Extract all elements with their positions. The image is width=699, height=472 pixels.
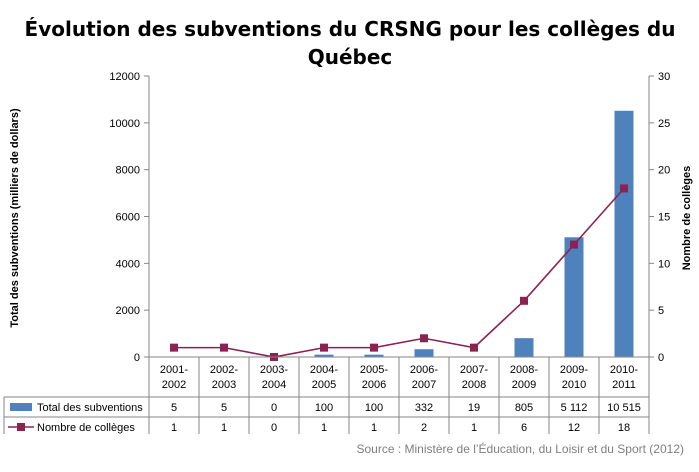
table-cell-subventions: 100 (315, 402, 333, 414)
table-cell-colleges: 1 (471, 422, 477, 434)
x-tick-label: 2007- (460, 364, 488, 376)
x-tick-label: 2006 (362, 379, 386, 391)
line-point (620, 184, 628, 193)
line-point (470, 343, 478, 352)
x-tick-label: 2002- (210, 364, 238, 376)
x-tick-label: 2008 (462, 379, 486, 391)
left-tick-label: 10000 (109, 118, 140, 130)
right-tick-label: 0 (658, 352, 664, 364)
legend-label-bars: Total des subventions (37, 402, 143, 414)
x-tick-label: 2005- (360, 364, 388, 376)
table-cell-subventions: 10 515 (607, 402, 641, 414)
x-tick-label: 2004 (262, 379, 286, 391)
line-series (170, 184, 628, 361)
line-point (170, 343, 178, 352)
line-path (174, 187, 625, 358)
table-cell-colleges: 0 (271, 422, 277, 434)
left-tick-label: 6000 (116, 212, 140, 224)
right-tick-label: 5 (658, 305, 664, 317)
x-tick-label: 2010 (562, 379, 586, 391)
line-point (220, 343, 228, 352)
legend-key-marker (17, 423, 25, 431)
left-tick-label: 4000 (116, 258, 140, 270)
table-cell-colleges: 1 (371, 422, 377, 434)
line-point (320, 343, 328, 352)
legend-key-bars (10, 403, 32, 411)
x-tick-label: 2003 (212, 379, 236, 391)
line-point (520, 296, 528, 305)
left-tick-label: 12000 (109, 71, 140, 83)
chart-title-line2: Québec (308, 45, 393, 69)
line-point (420, 334, 428, 343)
bar (314, 354, 334, 357)
x-tick-label: 2002 (162, 379, 186, 391)
table-cell-colleges: 1 (321, 422, 327, 434)
bar (514, 338, 534, 357)
table-cell-colleges: 2 (421, 422, 427, 434)
table-cell-subventions: 19 (468, 402, 480, 414)
data-table: 2001-20022002-20032003-20042004-20052005… (3, 357, 650, 434)
right-y-axis: 0 5 10 15 20 25 30 (649, 71, 670, 364)
table-cell-colleges: 1 (221, 422, 227, 434)
x-tick-label: 2004- (310, 364, 338, 376)
right-tick-label: 10 (658, 258, 670, 270)
chart-title: Évolution des subventions du CRSNG pour … (25, 17, 676, 41)
left-tick-label: 0 (134, 352, 140, 364)
left-tick-label: 8000 (116, 165, 140, 177)
left-y-axis: 0 2000 4000 6000 8000 10000 12000 (109, 71, 149, 364)
bar (414, 349, 434, 357)
x-tick-label: 2008- (510, 364, 538, 376)
bar-series (164, 110, 634, 358)
source-note: Source : Ministère de l’Éducation, du Lo… (356, 441, 684, 456)
table-cell-colleges: 6 (521, 422, 527, 434)
left-tick-label: 2000 (116, 305, 140, 317)
bar (614, 110, 634, 358)
x-tick-label: 2011 (612, 379, 636, 391)
x-tick-label: 2003- (260, 364, 288, 376)
table-cell-colleges: 1 (171, 422, 177, 434)
left-y-axis-title: Total des subventions (milliers de dolla… (9, 108, 21, 328)
table-cell-colleges: 12 (568, 422, 580, 434)
svg-text:Nombre de collèges: Nombre de collèges (681, 166, 693, 271)
table-cell-subventions: 5 112 (561, 402, 588, 414)
bar (564, 237, 584, 357)
line-point (570, 240, 578, 249)
table-cell-subventions: 0 (271, 402, 277, 414)
legend-label-line: Nombre de collèges (37, 422, 135, 434)
x-tick-label: 2009 (512, 379, 536, 391)
table-cell-colleges: 18 (618, 422, 630, 434)
svg-text:Total des subventions (millier: Total des subventions (milliers de dolla… (9, 108, 21, 328)
x-tick-label: 2001- (160, 364, 188, 376)
line-point (370, 343, 378, 352)
x-tick-label: 2010- (610, 364, 638, 376)
table-cell-subventions: 100 (365, 402, 383, 414)
right-y-axis-title: Nombre de collèges (681, 166, 693, 271)
right-tick-label: 30 (658, 71, 670, 83)
x-tick-label: 2006- (410, 364, 438, 376)
table-cell-subventions: 332 (415, 402, 433, 414)
right-tick-label: 15 (658, 212, 670, 224)
right-tick-label: 20 (658, 165, 670, 177)
table-cell-subventions: 805 (515, 402, 533, 414)
x-tick-label: 2005 (312, 379, 336, 391)
x-tick-label: 2007 (412, 379, 436, 391)
table-cell-subventions: 5 (221, 402, 227, 414)
right-tick-label: 25 (658, 118, 670, 130)
x-tick-label: 2009- (560, 364, 588, 376)
bar (364, 354, 384, 357)
table-cell-subventions: 5 (171, 402, 177, 414)
